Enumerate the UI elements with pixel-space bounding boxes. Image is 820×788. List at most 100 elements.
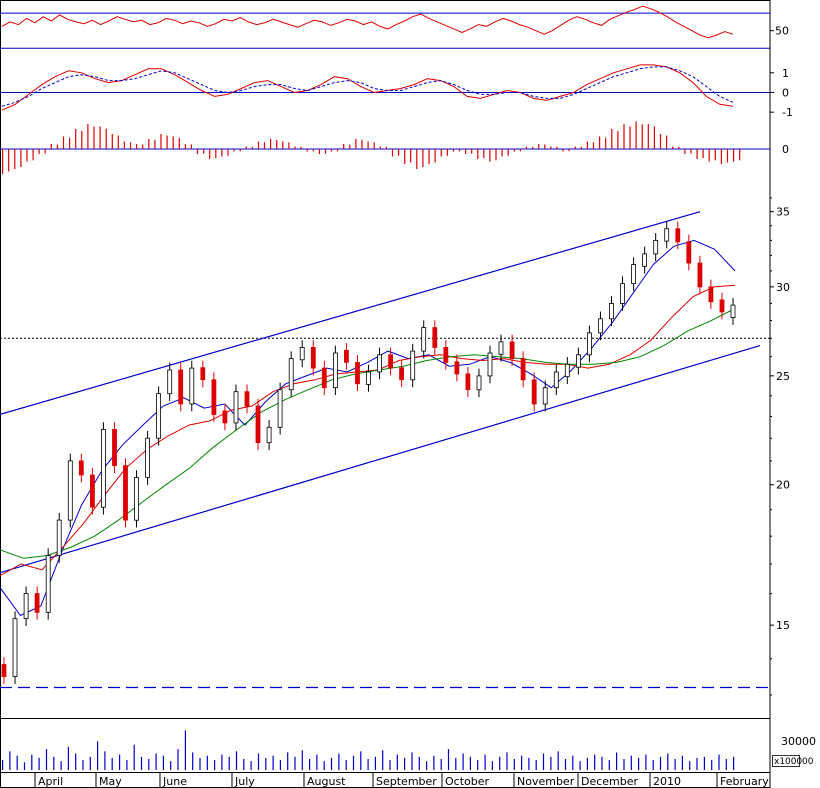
histogram-bar [452,149,454,152]
histogram-bar [647,124,649,149]
histogram-bar [404,149,406,164]
histogram-bar [513,149,515,152]
candle-body [399,367,405,381]
candle-body [189,367,195,405]
candle-body [465,373,471,391]
candle-body [388,354,394,369]
volume-bar [469,756,471,770]
histogram-bar [714,149,716,161]
histogram-bar [160,134,162,149]
histogram-bar [300,146,302,150]
candle-body [288,358,294,391]
candle-body [587,332,592,356]
volume-bar [404,757,406,770]
volume-bar [316,754,318,770]
candle-body [167,369,173,395]
volume-bar [711,760,713,770]
volume-bar [411,752,413,770]
histogram-bar [501,149,503,157]
volume-bar [652,760,654,770]
histogram-bar [696,149,698,159]
histogram-bar [56,144,58,149]
histogram-bar [532,146,534,150]
histogram-bar [239,149,241,152]
price-tick-label: 35 [776,206,790,219]
histogram-bar [26,149,28,162]
histogram-bar [666,135,668,149]
histogram-bar [257,141,260,149]
rsi-line [1,5,734,39]
volume-bar [192,752,194,770]
histogram-bar [136,144,138,149]
volume-bar [287,752,289,770]
candle-body [564,363,570,378]
histogram-bar [385,146,387,150]
volume-bar [82,760,84,770]
month-label: November [517,775,575,788]
histogram-bar [373,142,375,150]
histogram-bar [562,149,564,152]
volume-bar [199,757,201,770]
volume-bar [338,753,340,770]
month-label: February [720,775,769,788]
candle-body [719,299,725,313]
histogram-bar [416,149,418,169]
moving-average-mid [0,284,736,577]
histogram-bar [641,124,643,150]
volume-bar [279,760,281,770]
candle-body [332,352,338,389]
macd-panel [0,64,770,111]
volume-bar [60,761,62,770]
macd-tick-label: -1 [782,106,793,119]
histogram-bar [221,149,223,157]
volume-bar [550,756,552,770]
histogram-bar [678,146,680,150]
histogram-bar [398,149,400,156]
volume-tick-label: 30000 [781,735,816,748]
candle-body [609,302,614,320]
histogram-bar [489,149,491,162]
month-label: April [38,775,63,788]
histogram-bar [611,129,613,149]
histogram-bar [434,149,436,163]
histogram-bar [215,149,217,158]
histogram-bar [349,144,351,149]
histogram-bar [203,149,205,154]
channel-lower-line [0,345,761,574]
macd-signal-line [1,66,734,107]
volume-bar [323,761,325,770]
candle-body [101,428,106,508]
histogram-bar [629,126,631,149]
histogram-bar [574,146,576,149]
histogram-bar [245,146,247,149]
candle-body [23,593,29,619]
candle-body [410,350,416,381]
candle-body [443,346,449,363]
month-label: 2010 [653,775,681,788]
macd-tick-label: 1 [782,67,789,80]
candle-body [576,354,581,368]
histogram-bar [653,126,655,149]
volume-bar [214,760,216,770]
month-label: September [376,775,437,788]
price-tick-label: 20 [776,479,790,492]
candle-body [310,346,316,369]
candle-body [145,437,151,478]
volume-bar [89,756,91,770]
histogram-bar [477,149,479,159]
outer-frame [0,0,771,788]
histogram-bar [544,144,546,149]
histogram-bar [81,131,83,149]
volume-bar [440,759,442,770]
histogram-bar [465,149,467,154]
volume-bar [447,749,450,770]
candle-body [266,426,272,444]
month-label: December [581,775,639,788]
histogram-bar [367,141,369,149]
volume-bar [579,761,581,770]
volume-bar [645,754,647,770]
histogram-bar [166,135,168,149]
candle-body [542,387,548,405]
month-label: October [445,775,489,788]
